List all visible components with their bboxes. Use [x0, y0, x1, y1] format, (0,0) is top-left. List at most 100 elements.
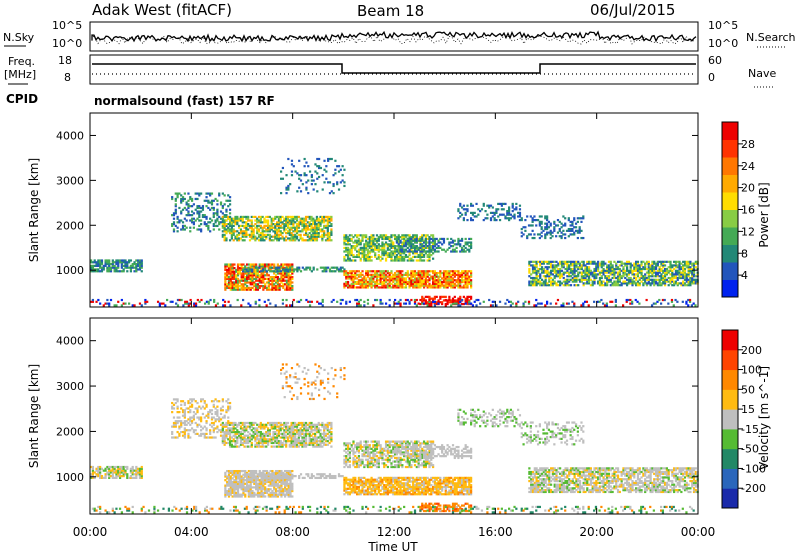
echo-cell — [466, 248, 469, 251]
echo-cell — [649, 267, 652, 271]
echo-cell — [515, 206, 518, 209]
echo-cell — [422, 246, 426, 250]
echo-cell — [540, 235, 543, 238]
echo-cell — [620, 282, 623, 285]
echo-cell — [658, 260, 661, 263]
echo-cell — [366, 252, 370, 255]
echo-cell — [228, 429, 232, 432]
echo-cell — [377, 279, 380, 282]
echo-cell — [669, 282, 672, 285]
echo-cell — [366, 237, 370, 241]
echo-cell — [689, 278, 692, 281]
echo-cell — [459, 275, 462, 278]
echo-cell — [530, 280, 533, 283]
echo-cell — [422, 255, 426, 259]
echo-cell — [435, 286, 438, 289]
echo-cell — [560, 235, 563, 238]
echo-cell — [625, 273, 629, 276]
echo-cell — [279, 233, 282, 236]
echo-cell — [625, 298, 628, 302]
echo-cell — [375, 282, 379, 285]
echo-cell — [586, 266, 589, 269]
echo-cell — [415, 237, 418, 241]
echo-cell — [530, 260, 533, 263]
echo-cell — [350, 248, 353, 251]
echo-cell — [236, 432, 239, 436]
echo-cell — [562, 276, 565, 280]
echo-cell — [613, 273, 616, 276]
echo-cell — [403, 243, 406, 246]
echo-cell — [412, 259, 415, 262]
echo-cell — [346, 277, 350, 280]
echo-cell — [597, 280, 600, 283]
echo-cell — [216, 210, 219, 213]
echo-cell — [287, 288, 290, 291]
echo-cell — [602, 280, 605, 283]
echo-cell — [455, 299, 458, 302]
echo-cell — [477, 208, 480, 211]
echo-cell — [276, 277, 279, 281]
echo-cell — [424, 243, 427, 246]
echo-cell — [187, 205, 190, 208]
echo-cell — [225, 224, 228, 228]
echo-cell — [413, 252, 417, 255]
echo-cell — [172, 416, 176, 419]
echo-cell — [255, 265, 258, 268]
echo-cell — [264, 265, 267, 268]
echo-cell — [415, 298, 418, 302]
echo-cell — [415, 245, 418, 248]
echo-cell — [404, 286, 408, 289]
echo-cell — [381, 241, 384, 244]
echo-cell — [99, 465, 102, 469]
echo-cell — [224, 265, 227, 268]
echo-cell — [692, 275, 696, 278]
echo-cell — [424, 250, 427, 253]
echo-cell — [180, 420, 183, 423]
echo-cell — [236, 441, 239, 445]
echo-cell — [685, 278, 688, 281]
echo-cell — [99, 473, 102, 476]
echo-cell — [274, 288, 278, 291]
echo-cell — [187, 411, 190, 414]
echo-cell — [354, 277, 357, 280]
echo-cell — [239, 230, 243, 233]
echo-cell — [598, 264, 602, 267]
echo-cell — [415, 282, 418, 285]
echo-cell — [392, 245, 395, 248]
echo-cell — [468, 277, 471, 280]
echo-cell — [419, 302, 422, 306]
echo-cell — [618, 280, 621, 283]
echo-cell — [346, 259, 350, 262]
echo-cell — [239, 427, 243, 430]
echo-cell — [406, 259, 409, 262]
echo-cell — [504, 302, 507, 305]
echo-cell — [321, 298, 324, 302]
echo-cell — [264, 286, 267, 289]
echo-cell — [281, 177, 285, 180]
echo-cell — [178, 416, 181, 419]
echo-cell — [553, 282, 556, 285]
echo-cell — [404, 302, 408, 305]
echo-cell — [538, 233, 541, 236]
echo-cell — [359, 257, 362, 260]
echo-cell — [126, 476, 129, 480]
echo-cell — [535, 298, 538, 302]
echo-cell — [508, 218, 511, 222]
echo-cell — [356, 304, 359, 307]
echo-cell — [410, 279, 413, 282]
echo-cell — [558, 235, 561, 238]
echo-cell — [582, 282, 585, 285]
echo-cell — [238, 430, 241, 434]
echo-cell — [421, 234, 424, 237]
echo-cell — [555, 264, 558, 267]
echo-cell — [383, 246, 386, 250]
echo-cell — [600, 266, 603, 269]
echo-cell — [482, 204, 485, 207]
echo-cell — [234, 423, 237, 426]
echo-cell — [375, 279, 379, 282]
echo-cell — [462, 286, 465, 289]
echo-cell — [243, 233, 246, 236]
echo-cell — [605, 304, 608, 307]
echo-cell — [629, 271, 632, 274]
echo-cell — [421, 295, 424, 298]
